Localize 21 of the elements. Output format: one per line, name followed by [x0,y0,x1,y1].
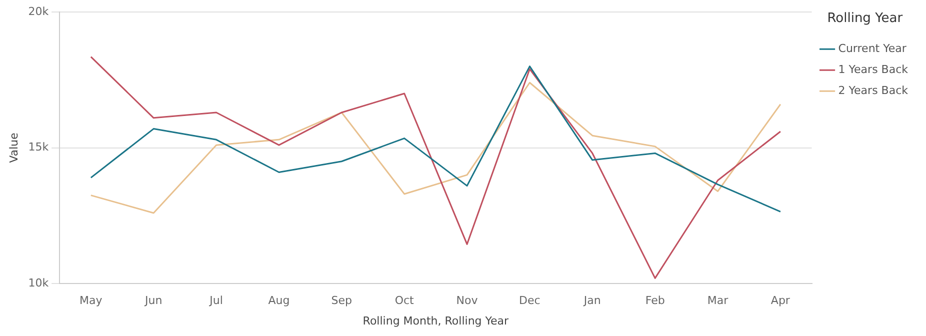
x-tick-label: Jan [582,294,601,308]
legend-label: Current Year [838,42,907,55]
x-tick-label: Jun [144,294,162,308]
x-axis-title: Rolling Month, Rolling Year [362,314,510,328]
x-tick-label: Dec [519,294,540,308]
legend-title: Rolling Year [827,10,904,26]
x-tick-label: Jul [208,294,223,308]
x-tick-label: May [80,294,103,308]
x-tick-label: Nov [456,294,478,308]
x-tick-label: Mar [707,294,729,308]
x-tick-label: Oct [394,294,415,308]
x-tick-label: Aug [268,294,290,308]
legend-label: 2 Years Back [838,84,909,97]
x-tick-label: Feb [645,294,665,308]
y-tick-label: 20k [28,4,50,18]
legend-label: 1 Years Back [838,62,909,76]
x-tick-label: Apr [770,294,790,308]
x-tick-label: Sep [331,294,352,308]
y-tick-label: 15k [28,140,50,154]
y-tick-label: 10k [28,276,50,290]
y-axis-title: Value [7,132,20,163]
